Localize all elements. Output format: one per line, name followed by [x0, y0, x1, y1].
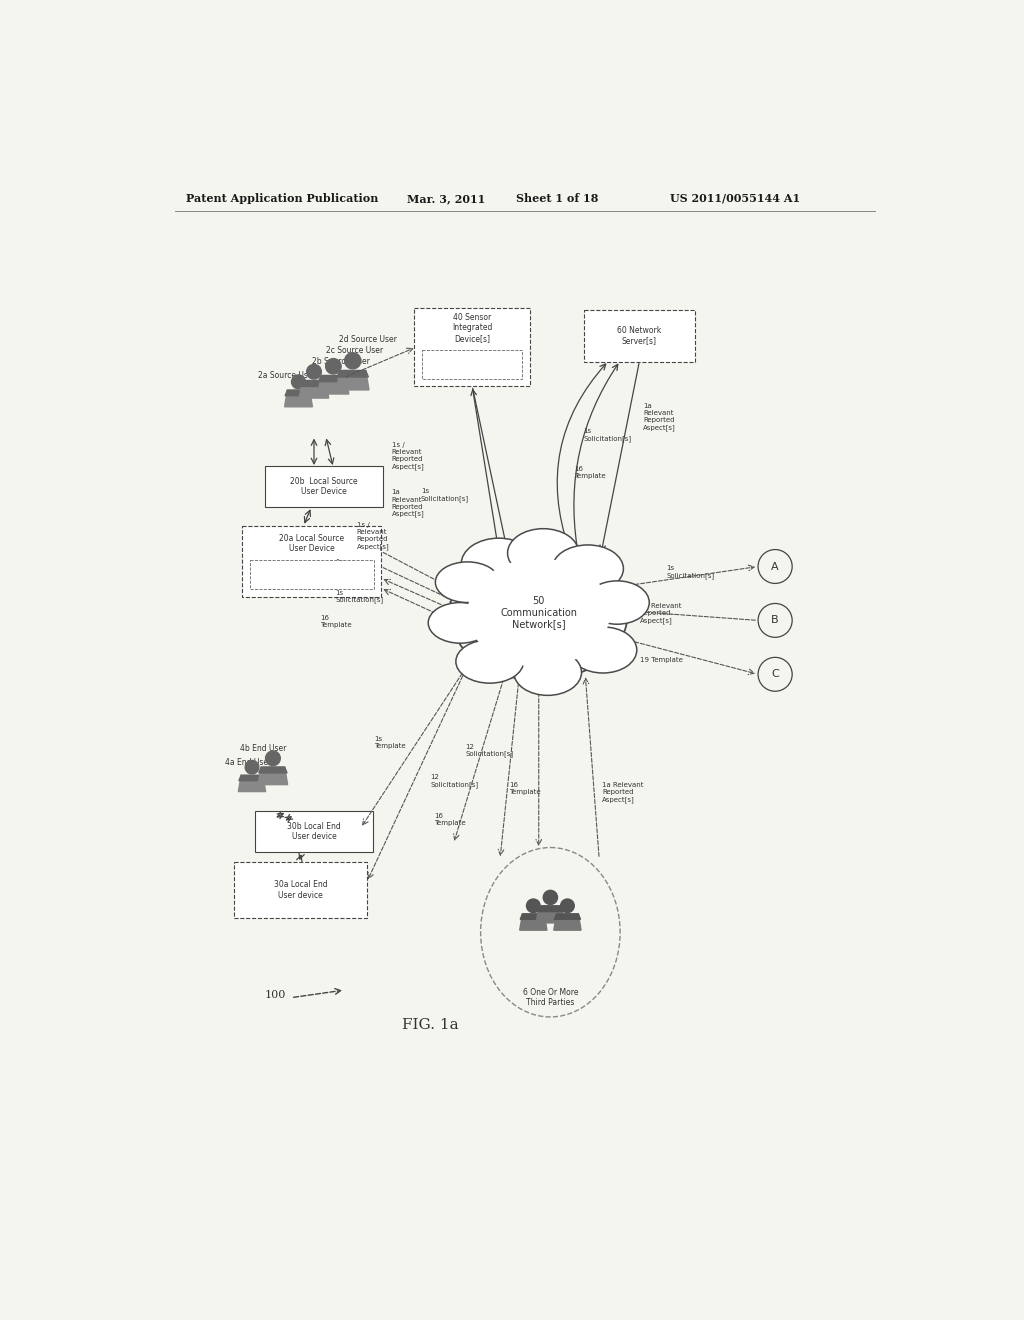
Polygon shape — [537, 906, 564, 923]
Circle shape — [526, 899, 540, 912]
Text: 1s /
Relevant
Reported
Aspect[s]: 1s / Relevant Reported Aspect[s] — [391, 442, 424, 470]
Ellipse shape — [569, 627, 637, 673]
Text: 2c Source User: 2c Source User — [326, 346, 383, 355]
Text: 240
Sensor[s]: 240 Sensor[s] — [297, 569, 327, 581]
Text: Mar. 3, 2011: Mar. 3, 2011 — [407, 193, 485, 205]
Text: 2d Source User: 2d Source User — [339, 335, 396, 343]
Text: 19 Template: 19 Template — [640, 657, 682, 664]
Text: 1s
Template: 1s Template — [375, 737, 407, 748]
FancyBboxPatch shape — [265, 466, 383, 507]
Polygon shape — [318, 376, 348, 381]
Text: 16
Template: 16 Template — [509, 781, 541, 795]
FancyBboxPatch shape — [585, 310, 694, 362]
Polygon shape — [239, 775, 265, 780]
Text: C: C — [771, 669, 779, 680]
Ellipse shape — [585, 581, 649, 624]
Text: 1a Relevant
Reported...
Aspect[s]: 1a Relevant Reported... Aspect[s] — [640, 603, 681, 624]
Text: FIG. 1a: FIG. 1a — [402, 1018, 459, 1032]
Circle shape — [245, 760, 259, 774]
Ellipse shape — [552, 545, 624, 593]
Text: 2b Source User: 2b Source User — [312, 356, 371, 366]
Ellipse shape — [450, 545, 628, 681]
FancyBboxPatch shape — [250, 560, 374, 589]
Text: 60 Network
Server[s]: 60 Network Server[s] — [617, 326, 662, 346]
Text: 20a Local Source
User Device: 20a Local Source User Device — [280, 533, 344, 553]
Ellipse shape — [467, 558, 610, 667]
Circle shape — [292, 375, 305, 389]
Ellipse shape — [508, 529, 579, 577]
Polygon shape — [337, 371, 369, 389]
Text: 1s
Solicitation[s]: 1s Solicitation[s] — [336, 590, 384, 603]
Text: 16
Template: 16 Template — [574, 466, 606, 479]
Text: 4b End User: 4b End User — [241, 744, 287, 754]
Text: 1s
Solicitation[s]: 1s Solicitation[s] — [584, 428, 632, 442]
Polygon shape — [285, 391, 312, 407]
FancyBboxPatch shape — [255, 810, 373, 853]
Circle shape — [544, 890, 557, 904]
Text: 2a Source User: 2a Source User — [258, 371, 316, 380]
Text: US 2011/0055144 A1: US 2011/0055144 A1 — [671, 193, 801, 205]
Polygon shape — [537, 906, 564, 912]
Polygon shape — [258, 767, 288, 784]
Text: 1a
Relevant
Reported
Aspect[s]: 1a Relevant Reported Aspect[s] — [336, 558, 369, 586]
Text: 20b  Local Source
User Device: 20b Local Source User Device — [290, 477, 357, 496]
Text: 100: 100 — [264, 990, 286, 999]
Circle shape — [265, 751, 281, 766]
FancyBboxPatch shape — [422, 350, 522, 379]
Text: 40 Sensor
Integrated
Device[s]: 40 Sensor Integrated Device[s] — [452, 313, 493, 343]
Text: 1a
Relevant
Reported
Aspect[s]: 1a Relevant Reported Aspect[s] — [391, 490, 424, 517]
Polygon shape — [300, 380, 328, 387]
Polygon shape — [259, 767, 287, 774]
Text: 12
Solicitation[s]: 12 Solicitation[s] — [430, 775, 478, 788]
Text: 16
Template: 16 Template — [321, 615, 352, 628]
Text: 4a End User: 4a End User — [225, 758, 271, 767]
Polygon shape — [520, 913, 547, 919]
Text: 30b Local End
User device: 30b Local End User device — [287, 821, 341, 841]
Circle shape — [560, 899, 574, 912]
Circle shape — [326, 359, 341, 374]
Ellipse shape — [435, 562, 500, 602]
Ellipse shape — [428, 602, 493, 643]
Ellipse shape — [514, 649, 582, 696]
Text: 1s
Solicitation[s]: 1s Solicitation[s] — [421, 488, 469, 502]
Circle shape — [345, 352, 360, 368]
Text: 50
Communication
Network[s]: 50 Communication Network[s] — [501, 597, 578, 630]
Circle shape — [306, 364, 322, 379]
Text: 1a
Relevant
Reported
Aspect[s]: 1a Relevant Reported Aspect[s] — [643, 404, 676, 432]
Text: 30a Local End
User device: 30a Local End User device — [274, 880, 328, 900]
Text: B: B — [771, 615, 779, 626]
Polygon shape — [337, 371, 369, 378]
Text: 1s /
Relevant
Reported
Aspect[s]: 1s / Relevant Reported Aspect[s] — [356, 521, 389, 549]
Polygon shape — [299, 380, 329, 399]
FancyBboxPatch shape — [414, 308, 530, 387]
Text: 12
Solicitation[s]: 12 Solicitation[s] — [465, 743, 513, 758]
Polygon shape — [239, 775, 265, 792]
Text: 220
Sensor[s]: 220 Sensor[s] — [458, 360, 487, 371]
Text: Patent Application Publication: Patent Application Publication — [186, 193, 379, 205]
Polygon shape — [317, 376, 349, 395]
FancyBboxPatch shape — [234, 862, 368, 917]
Ellipse shape — [456, 640, 523, 684]
Polygon shape — [554, 913, 581, 919]
Text: 6 One Or More
Third Parties: 6 One Or More Third Parties — [522, 987, 579, 1007]
Text: 1a Relevant
Reported
Aspect[s]: 1a Relevant Reported Aspect[s] — [602, 781, 644, 803]
Text: 16
Template: 16 Template — [434, 813, 466, 826]
Ellipse shape — [461, 539, 537, 590]
Polygon shape — [520, 913, 547, 931]
Polygon shape — [285, 391, 312, 396]
Text: 1s
Solicitation[s]: 1s Solicitation[s] — [667, 565, 715, 578]
Polygon shape — [554, 913, 581, 931]
Text: A: A — [771, 561, 779, 572]
FancyBboxPatch shape — [242, 525, 381, 597]
Text: Sheet 1 of 18: Sheet 1 of 18 — [515, 193, 598, 205]
